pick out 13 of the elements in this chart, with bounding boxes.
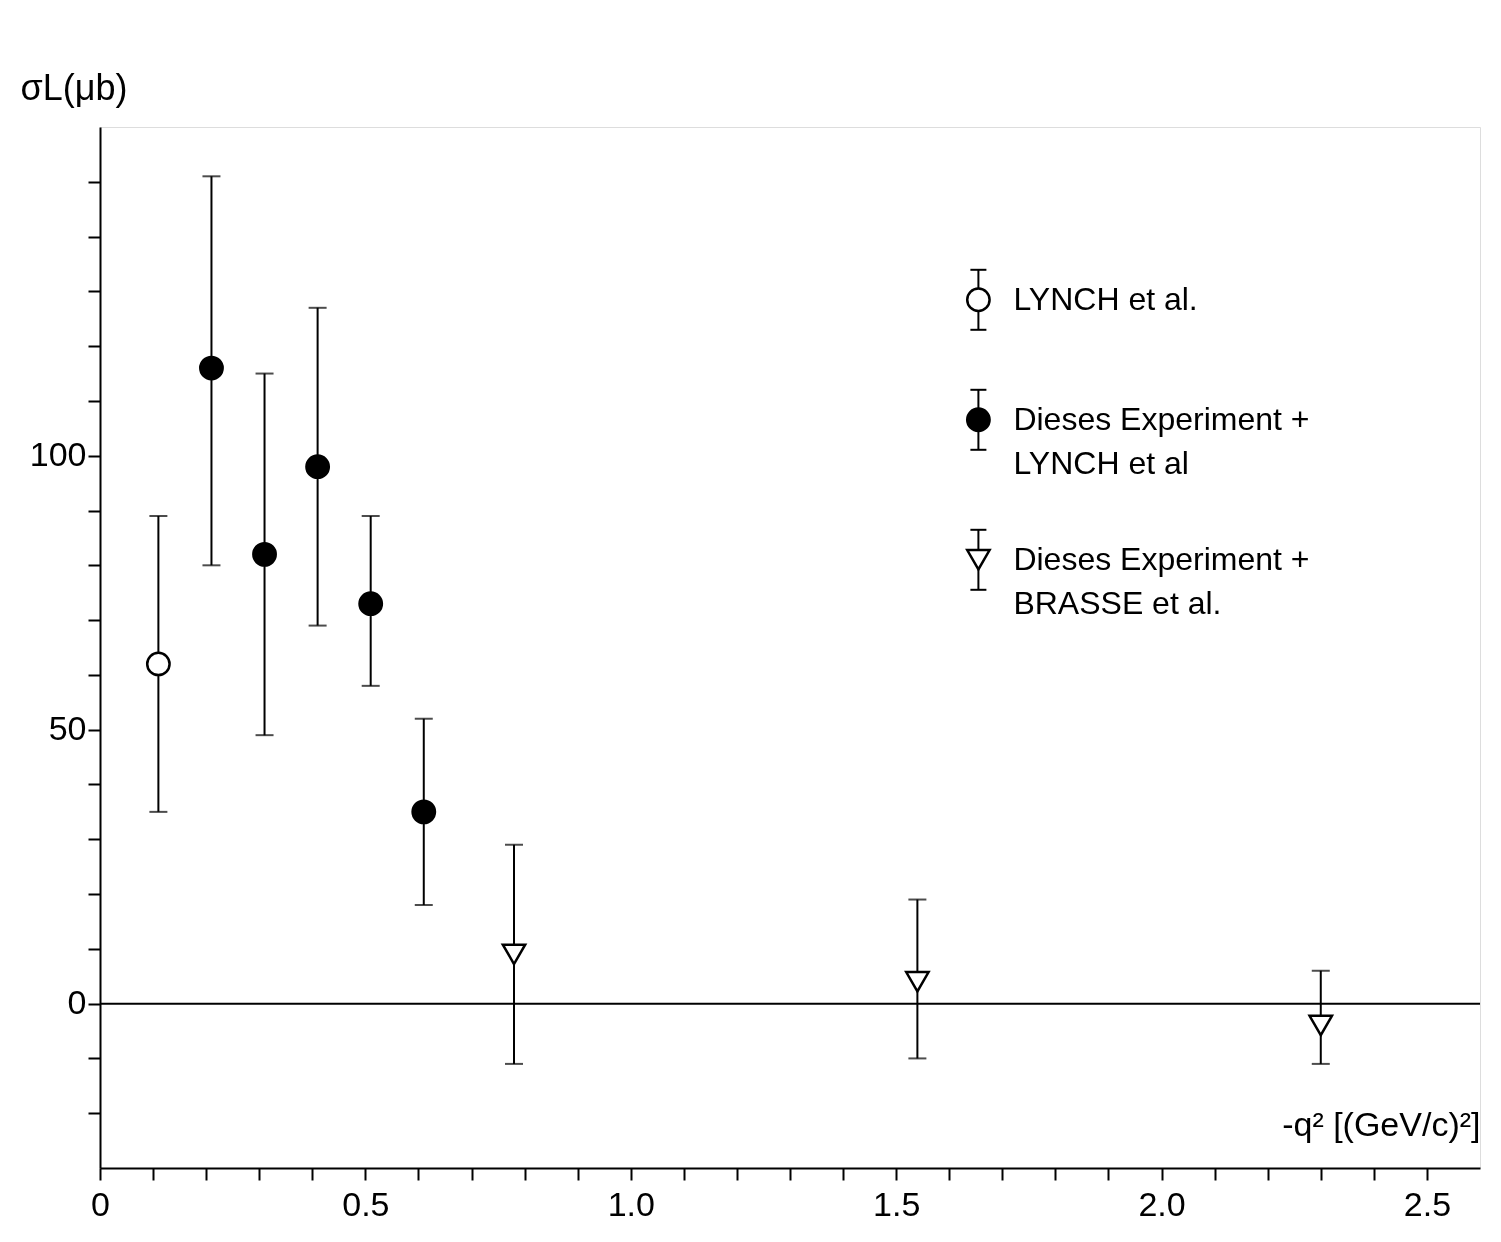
legend-label: Dieses Experiment + BRASSE et al.: [1013, 540, 1310, 621]
y-tick-label: 100: [29, 435, 87, 474]
x-tick-label: 1.0: [607, 1184, 655, 1223]
legend-label: LYNCH et al.: [1013, 280, 1198, 317]
x-axis-title: -q² [(GeV/c)²]: [1282, 1104, 1481, 1143]
x-tick-label: 1.5: [873, 1184, 921, 1223]
legend-label: Dieses Experiment + LYNCH et al: [1013, 400, 1310, 481]
x-tick-label: 2.5: [1403, 1184, 1452, 1223]
x-tick-label: 2.0: [1138, 1184, 1186, 1223]
y-tick-label: 50: [48, 709, 87, 748]
y-tick-label: 0: [67, 983, 87, 1022]
x-tick-label: 0.5: [342, 1184, 390, 1223]
y-axis-title: σL(μb): [20, 66, 128, 108]
